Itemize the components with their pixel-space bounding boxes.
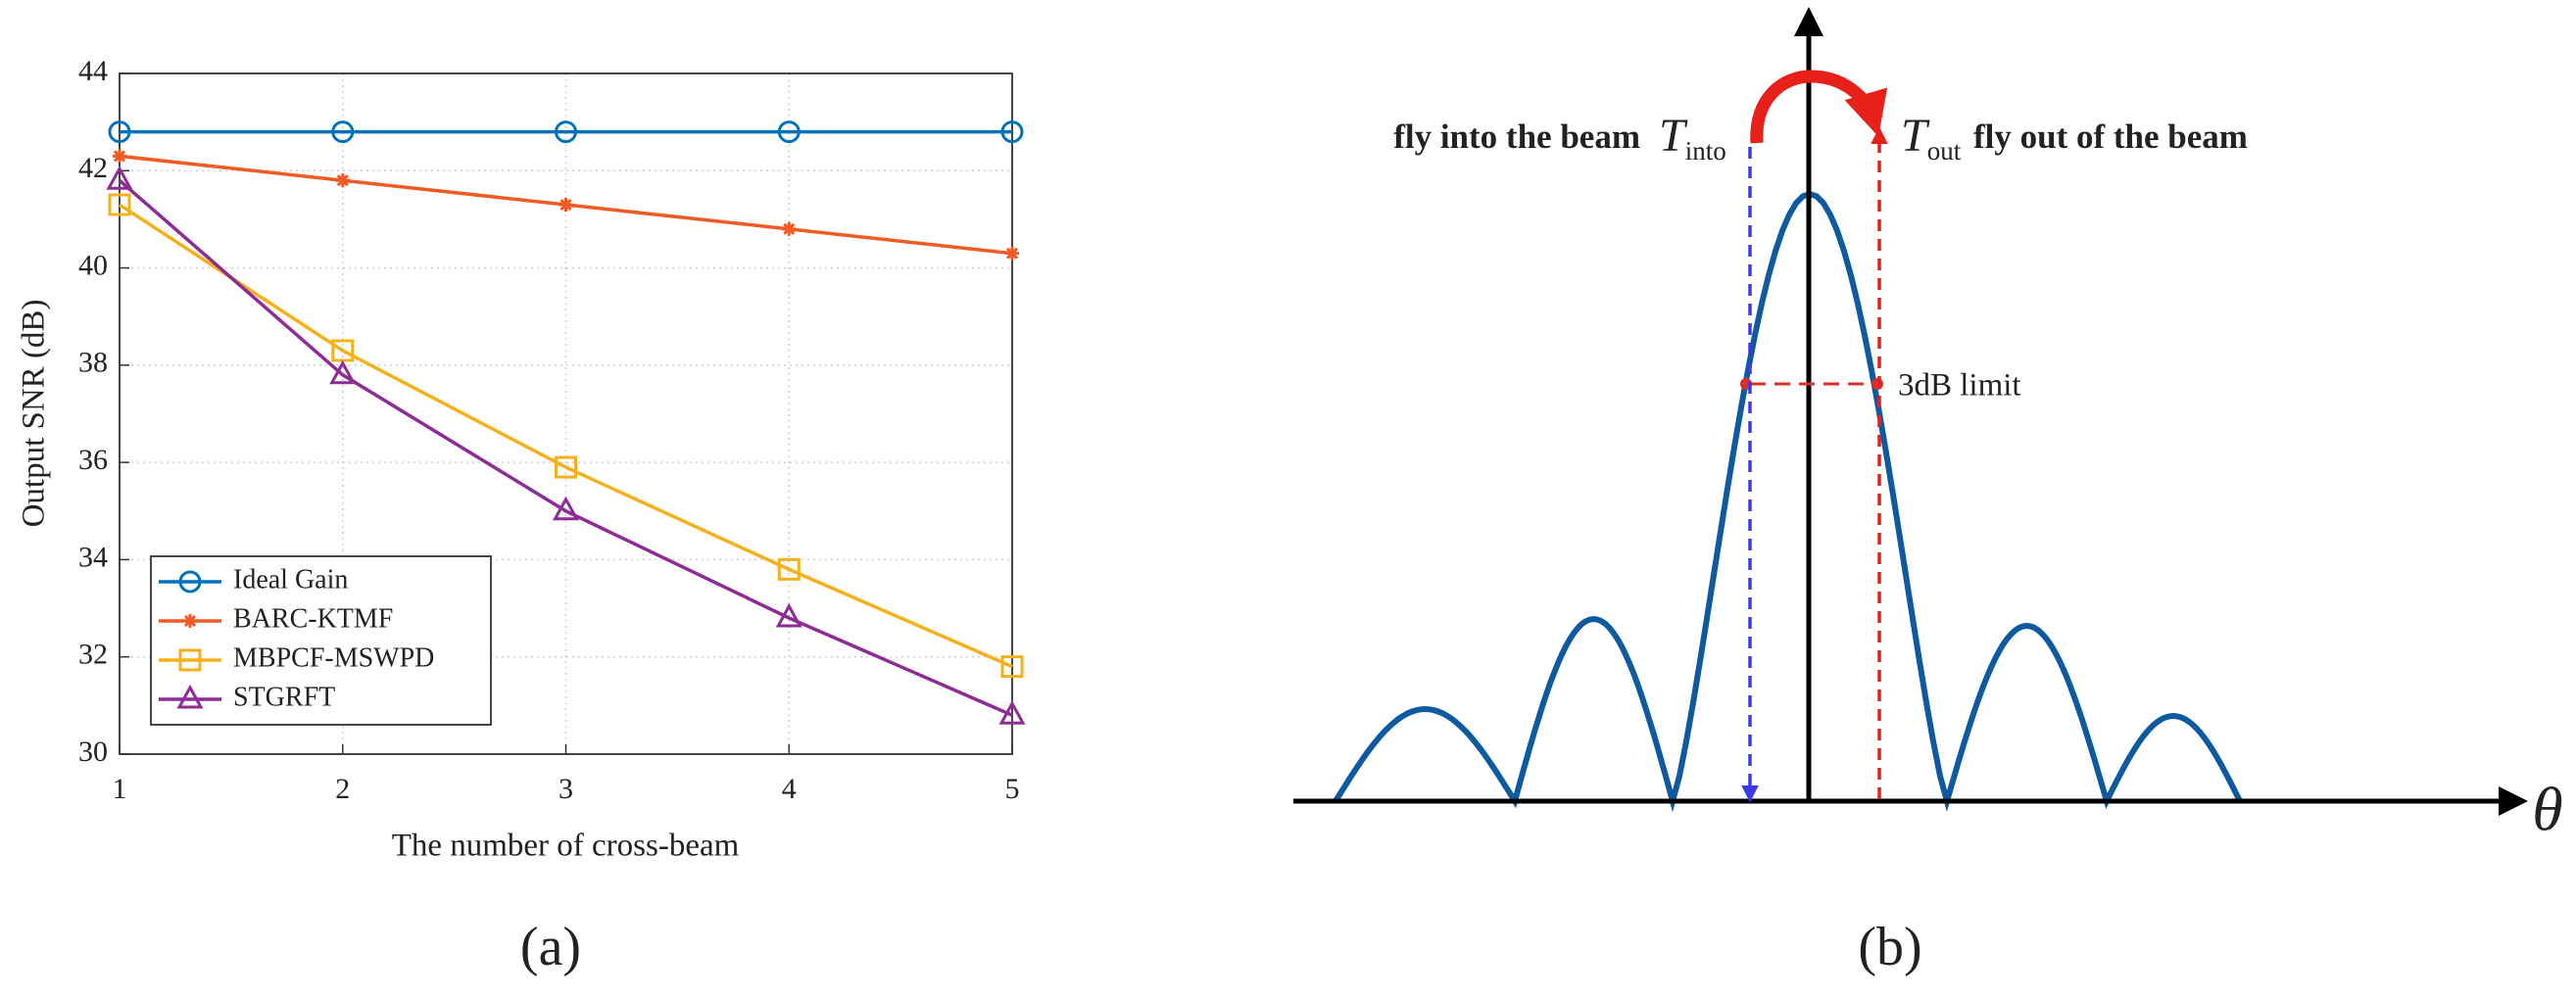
y-tick-label: 42 [78, 152, 108, 184]
marker [108, 193, 131, 216]
marker [335, 173, 350, 188]
subscript: out [1927, 136, 1962, 166]
x-axis-label: The number of cross-beam [392, 829, 740, 864]
y-axis-label: Output SNR (dB) [17, 300, 52, 528]
diagram: 3dB limit fly into the beam Tinto Tout f… [1293, 7, 2563, 977]
x-tick-label: 2 [335, 773, 350, 805]
limit-point [1871, 378, 1883, 390]
out-label: fly out of the beam [1973, 118, 2248, 156]
y-tick-label: 40 [78, 249, 108, 281]
into-symbol: Tinto [1659, 110, 1726, 166]
subscript: into [1685, 136, 1726, 166]
symbol: T [1659, 110, 1688, 162]
marker [178, 648, 202, 672]
legend-label: MBPCF-MSWPD [233, 642, 434, 673]
series-line [118, 178, 1013, 717]
marker [329, 359, 357, 385]
legend-label: BARC-KTMF [233, 603, 393, 634]
symbol: T [1901, 110, 1930, 162]
marker [555, 120, 577, 144]
x-tick-label: 1 [113, 773, 127, 805]
axis-label: θ [2532, 775, 2562, 844]
marker [559, 198, 573, 213]
y-tick-label: 36 [78, 444, 108, 476]
marker [775, 602, 802, 628]
caption: (b) [1858, 917, 1921, 977]
x-tick-label: 3 [559, 773, 573, 805]
legend-box [150, 555, 492, 726]
beam-pattern [1333, 190, 2243, 813]
into-label: fly into the beam [1393, 118, 1640, 156]
marker [113, 149, 126, 164]
marker [555, 455, 577, 479]
y-tick-label: 44 [78, 55, 108, 87]
plot-border [119, 72, 1013, 755]
marker [183, 614, 197, 628]
limit-label: 3dB limit [1898, 368, 2021, 404]
marker [106, 166, 133, 190]
y-tick-label: 38 [78, 347, 108, 379]
transit-arrow [1750, 70, 1888, 144]
legend: Ideal Gain BARC-KTMF MBPCF-MSWPD STGRFT [150, 555, 492, 726]
marker [331, 120, 355, 144]
marker [1005, 246, 1019, 261]
marker [552, 496, 580, 521]
caption: (a) [520, 917, 581, 977]
marker [176, 684, 204, 709]
marker [108, 120, 131, 144]
y-tick-label: 34 [78, 541, 108, 573]
marker [782, 221, 797, 236]
marker [1000, 655, 1024, 679]
x-tick-label: 4 [782, 773, 797, 805]
marker [1000, 120, 1024, 144]
marker [777, 557, 801, 581]
legend-label: STGRFT [233, 682, 335, 712]
out-symbol: Tout [1901, 110, 1962, 166]
y-tick-label: 32 [78, 639, 108, 671]
y-tick-label: 30 [78, 736, 108, 768]
legend-label: Ideal Gain [233, 564, 348, 594]
marker [777, 120, 801, 144]
marker [178, 570, 202, 593]
x-tick-label: 5 [1005, 773, 1020, 805]
series-line [119, 203, 1013, 669]
marker [998, 700, 1026, 725]
